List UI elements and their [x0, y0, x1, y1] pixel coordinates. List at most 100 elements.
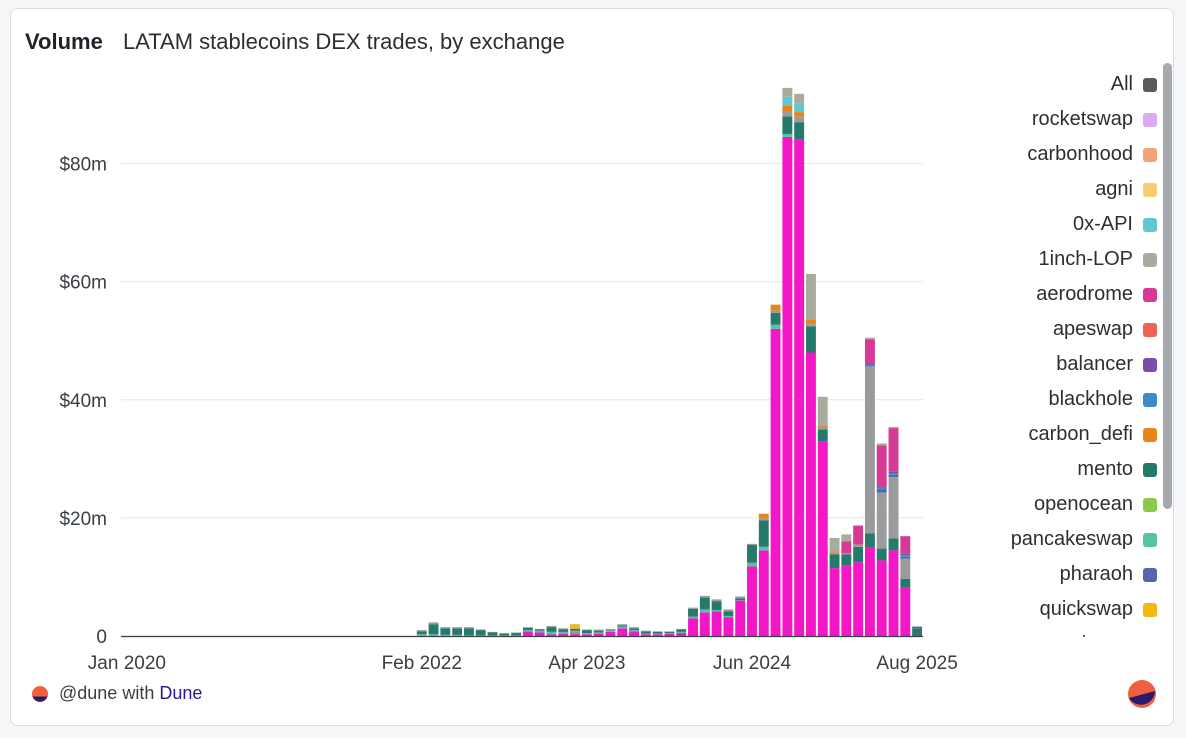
- legend-item-openocean[interactable]: openocean: [961, 487, 1157, 522]
- bar-segment: [817, 441, 828, 636]
- legend-label: openocean: [1034, 493, 1133, 515]
- bar-segment: [688, 607, 698, 609]
- bar-segment: [546, 625, 557, 628]
- legend-label: blackhole: [1048, 388, 1133, 410]
- bar-segment: [900, 553, 911, 556]
- legend-swatch: [1143, 462, 1157, 477]
- bar-segment: [676, 631, 687, 634]
- legend-item-apeswap[interactable]: apeswap: [961, 312, 1157, 347]
- bar-segment: [617, 628, 628, 636]
- legend-item-pharaoh[interactable]: pharaoh: [961, 557, 1157, 592]
- bar-segment: [864, 366, 875, 534]
- legend-item-quickswap[interactable]: quickswap: [961, 592, 1157, 627]
- legend-item-agni[interactable]: agni: [961, 172, 1157, 207]
- chart-card: Volume LATAM stablecoins DEX trades, by …: [10, 8, 1174, 726]
- legend-item-aerodrome[interactable]: aerodrome: [961, 277, 1157, 312]
- bar-segment: [864, 339, 875, 364]
- bar-segment: [900, 555, 911, 557]
- dune-corner-logo-icon[interactable]: [1127, 679, 1157, 709]
- bar-segment: [593, 630, 604, 633]
- legend-item-0x-api[interactable]: 0x-API: [961, 207, 1157, 242]
- bar-segment: [499, 635, 510, 637]
- bar-segment: [699, 595, 710, 598]
- legend-item-all[interactable]: All: [961, 67, 1157, 102]
- bar-segment: [888, 474, 899, 478]
- bar-segment: [900, 558, 911, 579]
- legend-item-blackhole[interactable]: blackhole: [961, 382, 1157, 417]
- legend-item-carbonhood[interactable]: carbonhood: [961, 137, 1157, 172]
- bar-segment: [829, 568, 840, 636]
- bar-segment: [475, 630, 486, 636]
- bar-segment: [794, 139, 805, 636]
- legend-item-rocketswap[interactable]: rocketswap: [961, 102, 1157, 137]
- bar-segment: [841, 554, 852, 566]
- bar-segment: [782, 116, 793, 134]
- legend-item-pancakeswap[interactable]: pancakeswap: [961, 522, 1157, 557]
- stacked-bar-chart: 0 $20m $40m $60m $80m Jan 2020 Feb 2022 Apr 202…: [59, 87, 958, 674]
- bar-segment: [463, 635, 474, 637]
- bar-segment: [629, 631, 639, 636]
- legend-swatch: [1143, 112, 1157, 127]
- bar-segment: [747, 545, 757, 563]
- bar-segment: [747, 566, 757, 636]
- bar-segment: [440, 634, 451, 636]
- bar-segment: [652, 634, 663, 636]
- bar-segment: [735, 599, 746, 601]
- bar-segment: [770, 310, 781, 313]
- bar-segment: [570, 628, 581, 629]
- bar-segment: [770, 324, 781, 329]
- bar-segment: [487, 635, 498, 637]
- footer: @dune with Dune: [31, 683, 202, 704]
- legend-label: agni: [1095, 178, 1133, 200]
- bar-segment: [452, 628, 463, 635]
- legend-item-mento[interactable]: mento: [961, 452, 1157, 487]
- bar-segment: [664, 631, 675, 634]
- bar-segment: [558, 629, 569, 632]
- legend-swatch: [1143, 287, 1157, 302]
- bar-segment: [876, 487, 887, 490]
- bar-segment: [735, 596, 746, 599]
- legend-swatch: [1143, 182, 1157, 197]
- bar-segment: [806, 352, 816, 636]
- bar-segment: [912, 628, 923, 636]
- bar-segment: [876, 443, 887, 446]
- legend-label: carbon_defi: [1028, 423, 1133, 445]
- bar-segment: [699, 597, 710, 610]
- bar-segment: [735, 598, 746, 600]
- bar-segment: [888, 428, 899, 472]
- bar-segment: [640, 631, 651, 634]
- bar-segment: [770, 312, 781, 325]
- bar-segment: [676, 628, 687, 630]
- bar-segment: [475, 629, 486, 631]
- dune-logo-icon: [32, 685, 48, 702]
- legend-scrollbar[interactable]: [1163, 63, 1172, 509]
- legend-swatch: [1143, 427, 1157, 442]
- bar-segment: [652, 631, 663, 634]
- bar-segment: [487, 632, 498, 636]
- bar-segment: [534, 630, 545, 633]
- legend-item-balancer[interactable]: balancer: [961, 347, 1157, 382]
- bar-segment: [876, 548, 887, 561]
- footer-handle: @dune with: [59, 683, 155, 703]
- bar-segment: [758, 518, 769, 521]
- footer-brand-link[interactable]: Dune: [159, 683, 203, 703]
- legend-item-carbon-defi[interactable]: carbon_defi: [961, 417, 1157, 452]
- legend-item-1inch-lop[interactable]: 1inch-LOP: [961, 242, 1157, 277]
- bar-segment: [581, 629, 592, 631]
- legend-label: aerodrome: [1036, 283, 1133, 305]
- y-tick-label: $20m: [59, 509, 107, 530]
- bar-segment: [888, 471, 899, 473]
- legend-item-uniswap[interactable]: uniswap: [961, 627, 1157, 637]
- legend-swatch: [1143, 567, 1157, 582]
- legend-swatch: [1143, 497, 1157, 512]
- bar-segment: [711, 599, 722, 602]
- bar-segment: [888, 426, 899, 429]
- bar-segment: [841, 534, 852, 542]
- y-tick-label: 0: [96, 627, 107, 648]
- legend[interactable]: All rocketswap carbonhood agni 0x-API 1inch-L…: [961, 67, 1157, 637]
- bar-segment: [782, 136, 793, 636]
- legend-label: mento: [1077, 458, 1133, 480]
- bar-segment: [640, 630, 651, 632]
- bar-segment: [593, 629, 604, 631]
- bar-segment: [570, 632, 581, 635]
